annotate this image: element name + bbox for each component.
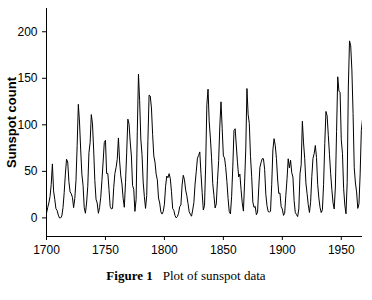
- svg-text:0: 0: [31, 211, 38, 225]
- html-text:Figure 1: Figure 1: [106, 268, 153, 283]
- svg-text:Sunspot count: Sunspot count: [4, 76, 19, 168]
- svg-text:150: 150: [17, 71, 37, 85]
- svg-text:1750: 1750: [92, 243, 119, 257]
- svg-text:1700: 1700: [33, 243, 60, 257]
- svg-text:100: 100: [17, 118, 37, 132]
- svg-text:1950: 1950: [328, 243, 355, 257]
- svg-text:1800: 1800: [151, 243, 178, 257]
- svg-text:200: 200: [17, 25, 37, 39]
- svg-text:1850: 1850: [210, 243, 237, 257]
- svg-text:1900: 1900: [269, 243, 296, 257]
- svg-text:50: 50: [24, 164, 38, 178]
- html-text:Plot of sunspot data: Plot of sunspot data: [162, 268, 266, 283]
